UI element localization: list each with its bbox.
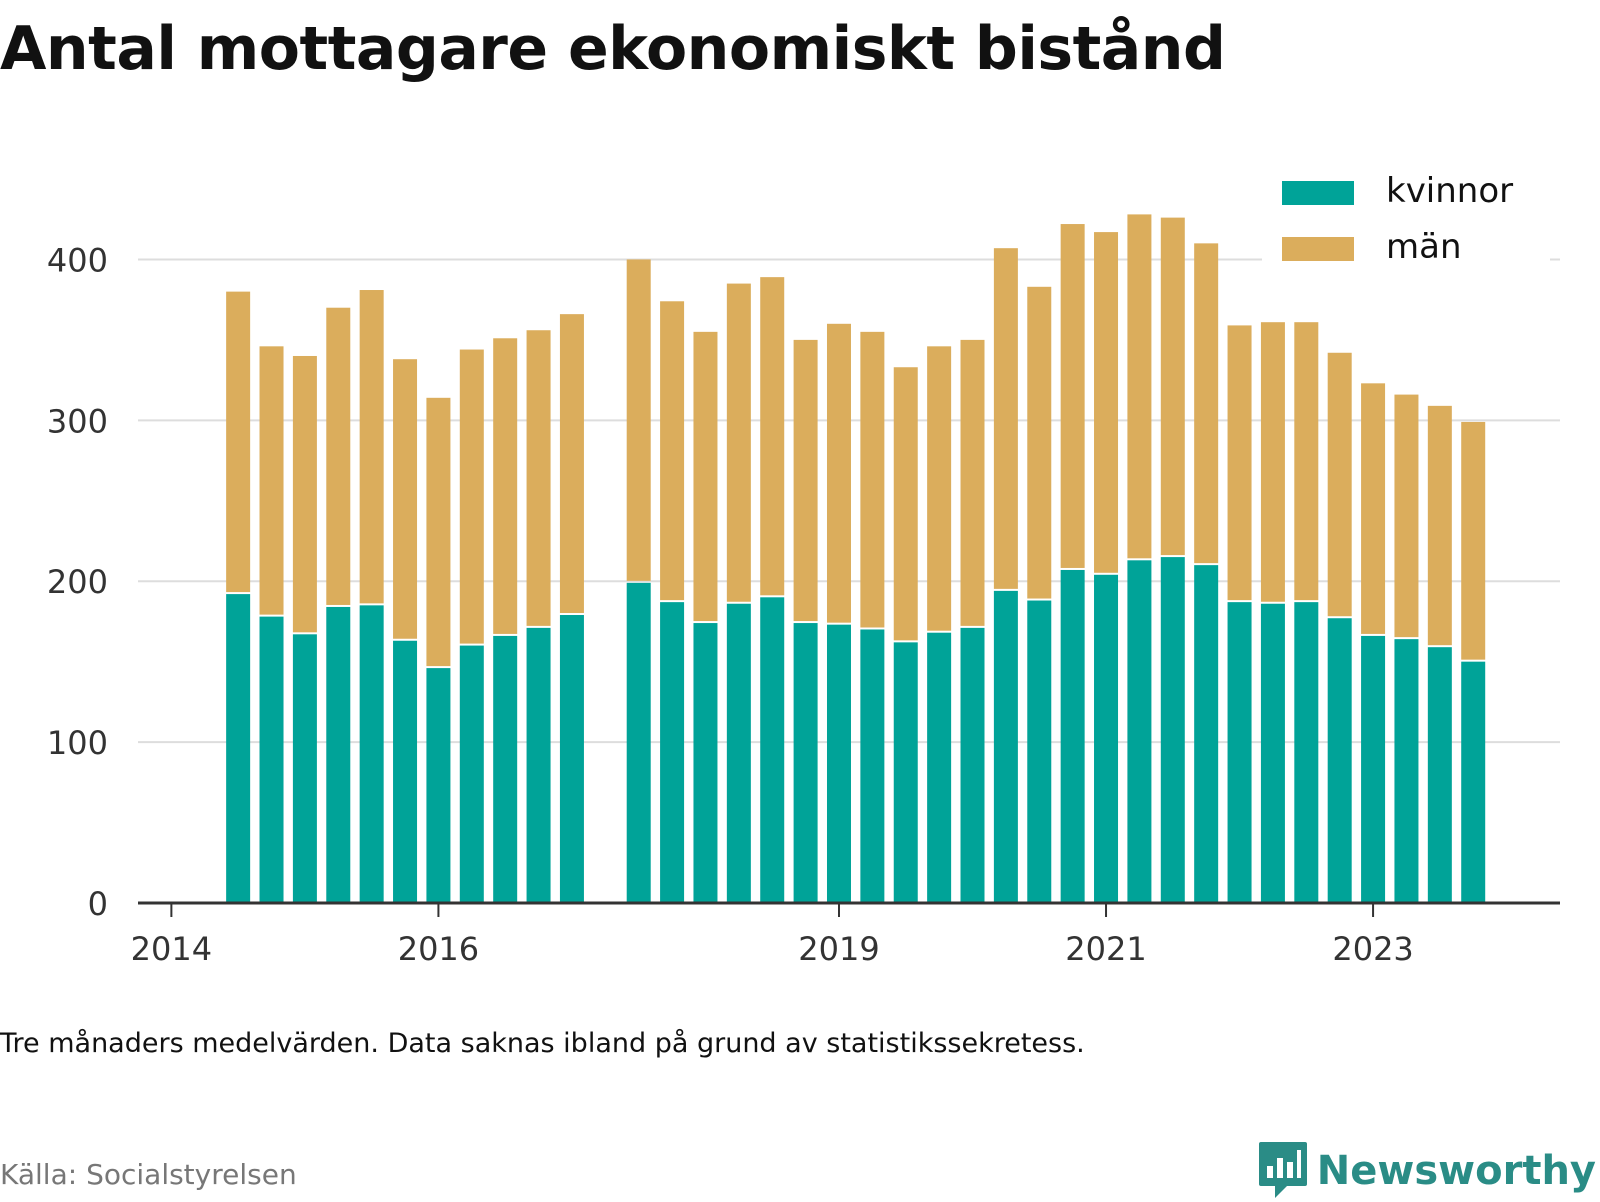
bar-kvinnor — [660, 602, 685, 903]
bar-man — [526, 330, 551, 626]
bars — [226, 214, 1486, 903]
bar-kvinnor — [826, 624, 851, 903]
bar-man — [1394, 394, 1419, 638]
bar-man — [760, 277, 785, 596]
bar-kvinnor — [493, 635, 518, 903]
bar-man — [1127, 214, 1152, 559]
x-tick-label-2023: 2023 — [1332, 930, 1413, 968]
bar-kvinnor — [993, 590, 1018, 903]
bar-kvinnor — [1194, 565, 1219, 903]
legend: kvinnor män — [1262, 165, 1550, 283]
bar-kvinnor — [1427, 647, 1452, 903]
bar-kvinnor — [1461, 661, 1486, 903]
legend-label-1: män — [1386, 227, 1462, 267]
bar-kvinnor — [1227, 602, 1252, 903]
bar-kvinnor — [1327, 618, 1352, 903]
bar-kvinnor — [1127, 560, 1152, 903]
x-tick-label-2016: 2016 — [398, 930, 479, 968]
bar-man — [426, 397, 451, 667]
bar-man — [826, 323, 851, 623]
bar-man — [493, 338, 518, 634]
bar-kvinnor — [960, 627, 985, 903]
bar-man — [960, 339, 985, 626]
bar-man — [860, 331, 885, 628]
bar-kvinnor — [1027, 600, 1052, 903]
brand-logo[interactable]: Newsworthy — [1257, 1140, 1596, 1202]
brand-name: Newsworthy — [1316, 1148, 1596, 1194]
bar-kvinnor — [1260, 603, 1285, 903]
bar-man — [1427, 405, 1452, 646]
bar-man — [1461, 421, 1486, 660]
bar-man — [927, 346, 952, 631]
bar-kvinnor — [359, 605, 384, 903]
bar-kvinnor — [393, 640, 418, 903]
y-tick-label-0: 0 — [88, 885, 108, 923]
legend-swatch-1 — [1282, 237, 1354, 261]
x-tick-label-2014: 2014 — [131, 930, 212, 968]
bar-kvinnor — [927, 632, 952, 903]
bar-man — [226, 291, 251, 593]
chart-title: Antal mottagare ekonomiskt bistånd — [0, 14, 1226, 84]
bar-man — [660, 301, 685, 601]
bar-kvinnor — [726, 603, 751, 903]
legend-swatch-0 — [1282, 181, 1354, 205]
y-tick-label-300: 300 — [47, 402, 108, 440]
bar-kvinnor — [426, 668, 451, 903]
bar-man — [393, 359, 418, 639]
stacked-bar-chart: 0 100 200 300 400 2014 2016 2019 2021 2023 kvinno… — [46, 165, 1560, 968]
bar-man — [1294, 322, 1319, 601]
bar-kvinnor — [1394, 639, 1419, 903]
bar-man — [326, 307, 351, 605]
bar-man — [559, 314, 584, 614]
bar-kvinnor — [1060, 569, 1085, 903]
bar-kvinnor — [860, 629, 885, 903]
bar-man — [993, 248, 1018, 589]
bar-man — [459, 349, 484, 644]
bar-man — [1060, 224, 1085, 568]
bar-man — [1327, 352, 1352, 617]
bar-man — [1094, 232, 1119, 573]
bar-kvinnor — [292, 634, 317, 903]
y-tick-label-400: 400 — [47, 241, 108, 279]
bar-kvinnor — [559, 615, 584, 903]
bar-kvinnor — [326, 606, 351, 903]
bar-kvinnor — [226, 594, 251, 903]
bar-kvinnor — [693, 623, 718, 903]
bar-kvinnor — [793, 623, 818, 903]
bar-man — [1027, 286, 1052, 599]
bar-man — [693, 331, 718, 622]
bar-kvinnor — [1294, 602, 1319, 903]
chart-note: Tre månaders medelvärden. Data saknas ib… — [0, 1028, 1085, 1059]
bar-kvinnor — [1094, 574, 1119, 903]
bar-man — [1160, 217, 1185, 556]
x-tick-label-2019: 2019 — [798, 930, 879, 968]
bar-kvinnor — [626, 582, 651, 903]
bar-kvinnor — [760, 597, 785, 903]
legend-label-0: kvinnor — [1386, 171, 1513, 211]
source-credit: Källa: Socialstyrelsen — [0, 1158, 297, 1191]
bar-man — [1194, 243, 1219, 564]
axes: 0 100 200 300 400 2014 2016 2019 2021 2023 — [47, 241, 1560, 968]
bar-man — [793, 339, 818, 622]
bar-man — [626, 259, 651, 581]
bar-kvinnor — [1361, 635, 1386, 903]
bar-man — [259, 346, 284, 615]
bar-man — [1227, 325, 1252, 601]
bar-kvinnor — [893, 642, 918, 903]
newsworthy-logo-icon — [1258, 1142, 1307, 1198]
bar-kvinnor — [459, 645, 484, 903]
y-tick-label-200: 200 — [47, 563, 108, 601]
bar-man — [726, 283, 751, 602]
x-tick-label-2021: 2021 — [1065, 930, 1146, 968]
bar-man — [1361, 383, 1386, 634]
bar-kvinnor — [259, 616, 284, 903]
bar-man — [292, 355, 317, 633]
y-tick-label-100: 100 — [47, 724, 108, 762]
bar-kvinnor — [526, 627, 551, 903]
bar-man — [893, 367, 918, 641]
bar-kvinnor — [1160, 557, 1185, 903]
bar-man — [1260, 322, 1285, 602]
bar-man — [359, 290, 384, 604]
